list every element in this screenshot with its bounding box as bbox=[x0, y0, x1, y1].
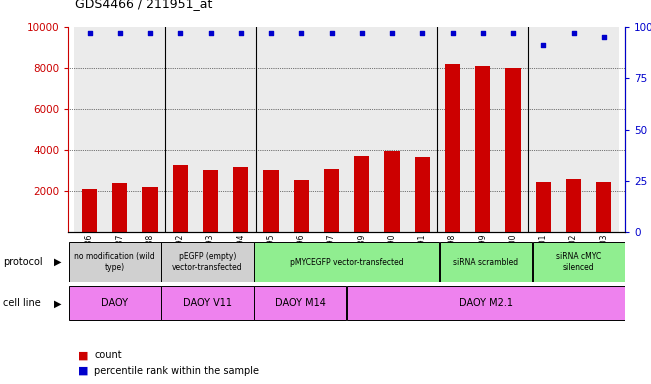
Bar bbox=[68, 286, 161, 320]
Text: cell line: cell line bbox=[3, 298, 41, 308]
Bar bbox=[256, 27, 286, 232]
Bar bbox=[566, 179, 581, 232]
Bar bbox=[165, 27, 195, 232]
Bar bbox=[596, 182, 611, 232]
Text: pEGFP (empty)
vector-transfected: pEGFP (empty) vector-transfected bbox=[173, 252, 243, 272]
Point bbox=[357, 30, 367, 36]
Text: no modification (wild
type): no modification (wild type) bbox=[74, 252, 155, 272]
Point bbox=[568, 30, 579, 36]
Bar bbox=[347, 286, 625, 320]
Bar bbox=[536, 182, 551, 232]
Text: siRNA cMYC
silenced: siRNA cMYC silenced bbox=[556, 252, 602, 272]
Text: pMYCEGFP vector-transfected: pMYCEGFP vector-transfected bbox=[290, 258, 404, 266]
Bar bbox=[589, 27, 619, 232]
Point bbox=[145, 30, 155, 36]
Text: DAOY: DAOY bbox=[102, 298, 128, 308]
Text: ▶: ▶ bbox=[54, 298, 62, 308]
Text: DAOY V11: DAOY V11 bbox=[183, 298, 232, 308]
Bar bbox=[346, 27, 377, 232]
Bar bbox=[143, 187, 158, 232]
Point bbox=[417, 30, 428, 36]
Text: ▶: ▶ bbox=[54, 257, 62, 267]
Bar bbox=[316, 27, 346, 232]
Point bbox=[296, 30, 307, 36]
Point bbox=[236, 30, 246, 36]
Bar bbox=[385, 151, 400, 232]
Text: DAOY M14: DAOY M14 bbox=[275, 298, 326, 308]
Point bbox=[85, 30, 95, 36]
Bar bbox=[161, 286, 254, 320]
Point bbox=[175, 30, 186, 36]
Bar bbox=[195, 27, 226, 232]
Bar bbox=[74, 27, 105, 232]
Text: count: count bbox=[94, 350, 122, 360]
Bar bbox=[161, 242, 254, 282]
Text: protocol: protocol bbox=[3, 257, 43, 267]
Text: DAOY M2.1: DAOY M2.1 bbox=[459, 298, 513, 308]
Bar bbox=[505, 68, 521, 232]
Point bbox=[205, 30, 215, 36]
Point bbox=[447, 30, 458, 36]
Bar bbox=[233, 167, 248, 232]
Bar bbox=[407, 27, 437, 232]
Text: ■: ■ bbox=[78, 366, 89, 376]
Bar bbox=[286, 27, 316, 232]
Bar bbox=[559, 27, 589, 232]
Text: siRNA scrambled: siRNA scrambled bbox=[453, 258, 518, 266]
Bar bbox=[467, 27, 498, 232]
Bar bbox=[173, 164, 188, 232]
Point bbox=[387, 30, 397, 36]
Bar bbox=[528, 27, 559, 232]
Bar bbox=[437, 27, 467, 232]
Bar bbox=[68, 242, 161, 282]
Bar bbox=[203, 170, 218, 232]
Bar bbox=[475, 66, 490, 232]
Text: ■: ■ bbox=[78, 350, 89, 360]
Bar bbox=[264, 170, 279, 232]
Bar bbox=[135, 27, 165, 232]
Bar bbox=[439, 242, 532, 282]
Bar bbox=[254, 242, 439, 282]
Text: percentile rank within the sample: percentile rank within the sample bbox=[94, 366, 259, 376]
Bar bbox=[324, 169, 339, 232]
Bar bbox=[294, 180, 309, 232]
Bar bbox=[533, 242, 625, 282]
Point bbox=[266, 30, 276, 36]
Bar bbox=[105, 27, 135, 232]
Bar bbox=[254, 286, 346, 320]
Bar bbox=[377, 27, 407, 232]
Text: GDS4466 / 211951_at: GDS4466 / 211951_at bbox=[75, 0, 212, 10]
Point bbox=[326, 30, 337, 36]
Bar bbox=[415, 157, 430, 232]
Bar bbox=[354, 156, 369, 232]
Bar bbox=[445, 64, 460, 232]
Bar bbox=[226, 27, 256, 232]
Point bbox=[115, 30, 125, 36]
Point bbox=[478, 30, 488, 36]
Bar bbox=[498, 27, 528, 232]
Point bbox=[598, 34, 609, 40]
Point bbox=[508, 30, 518, 36]
Bar bbox=[112, 183, 128, 232]
Point bbox=[538, 42, 549, 48]
Bar bbox=[82, 189, 97, 232]
